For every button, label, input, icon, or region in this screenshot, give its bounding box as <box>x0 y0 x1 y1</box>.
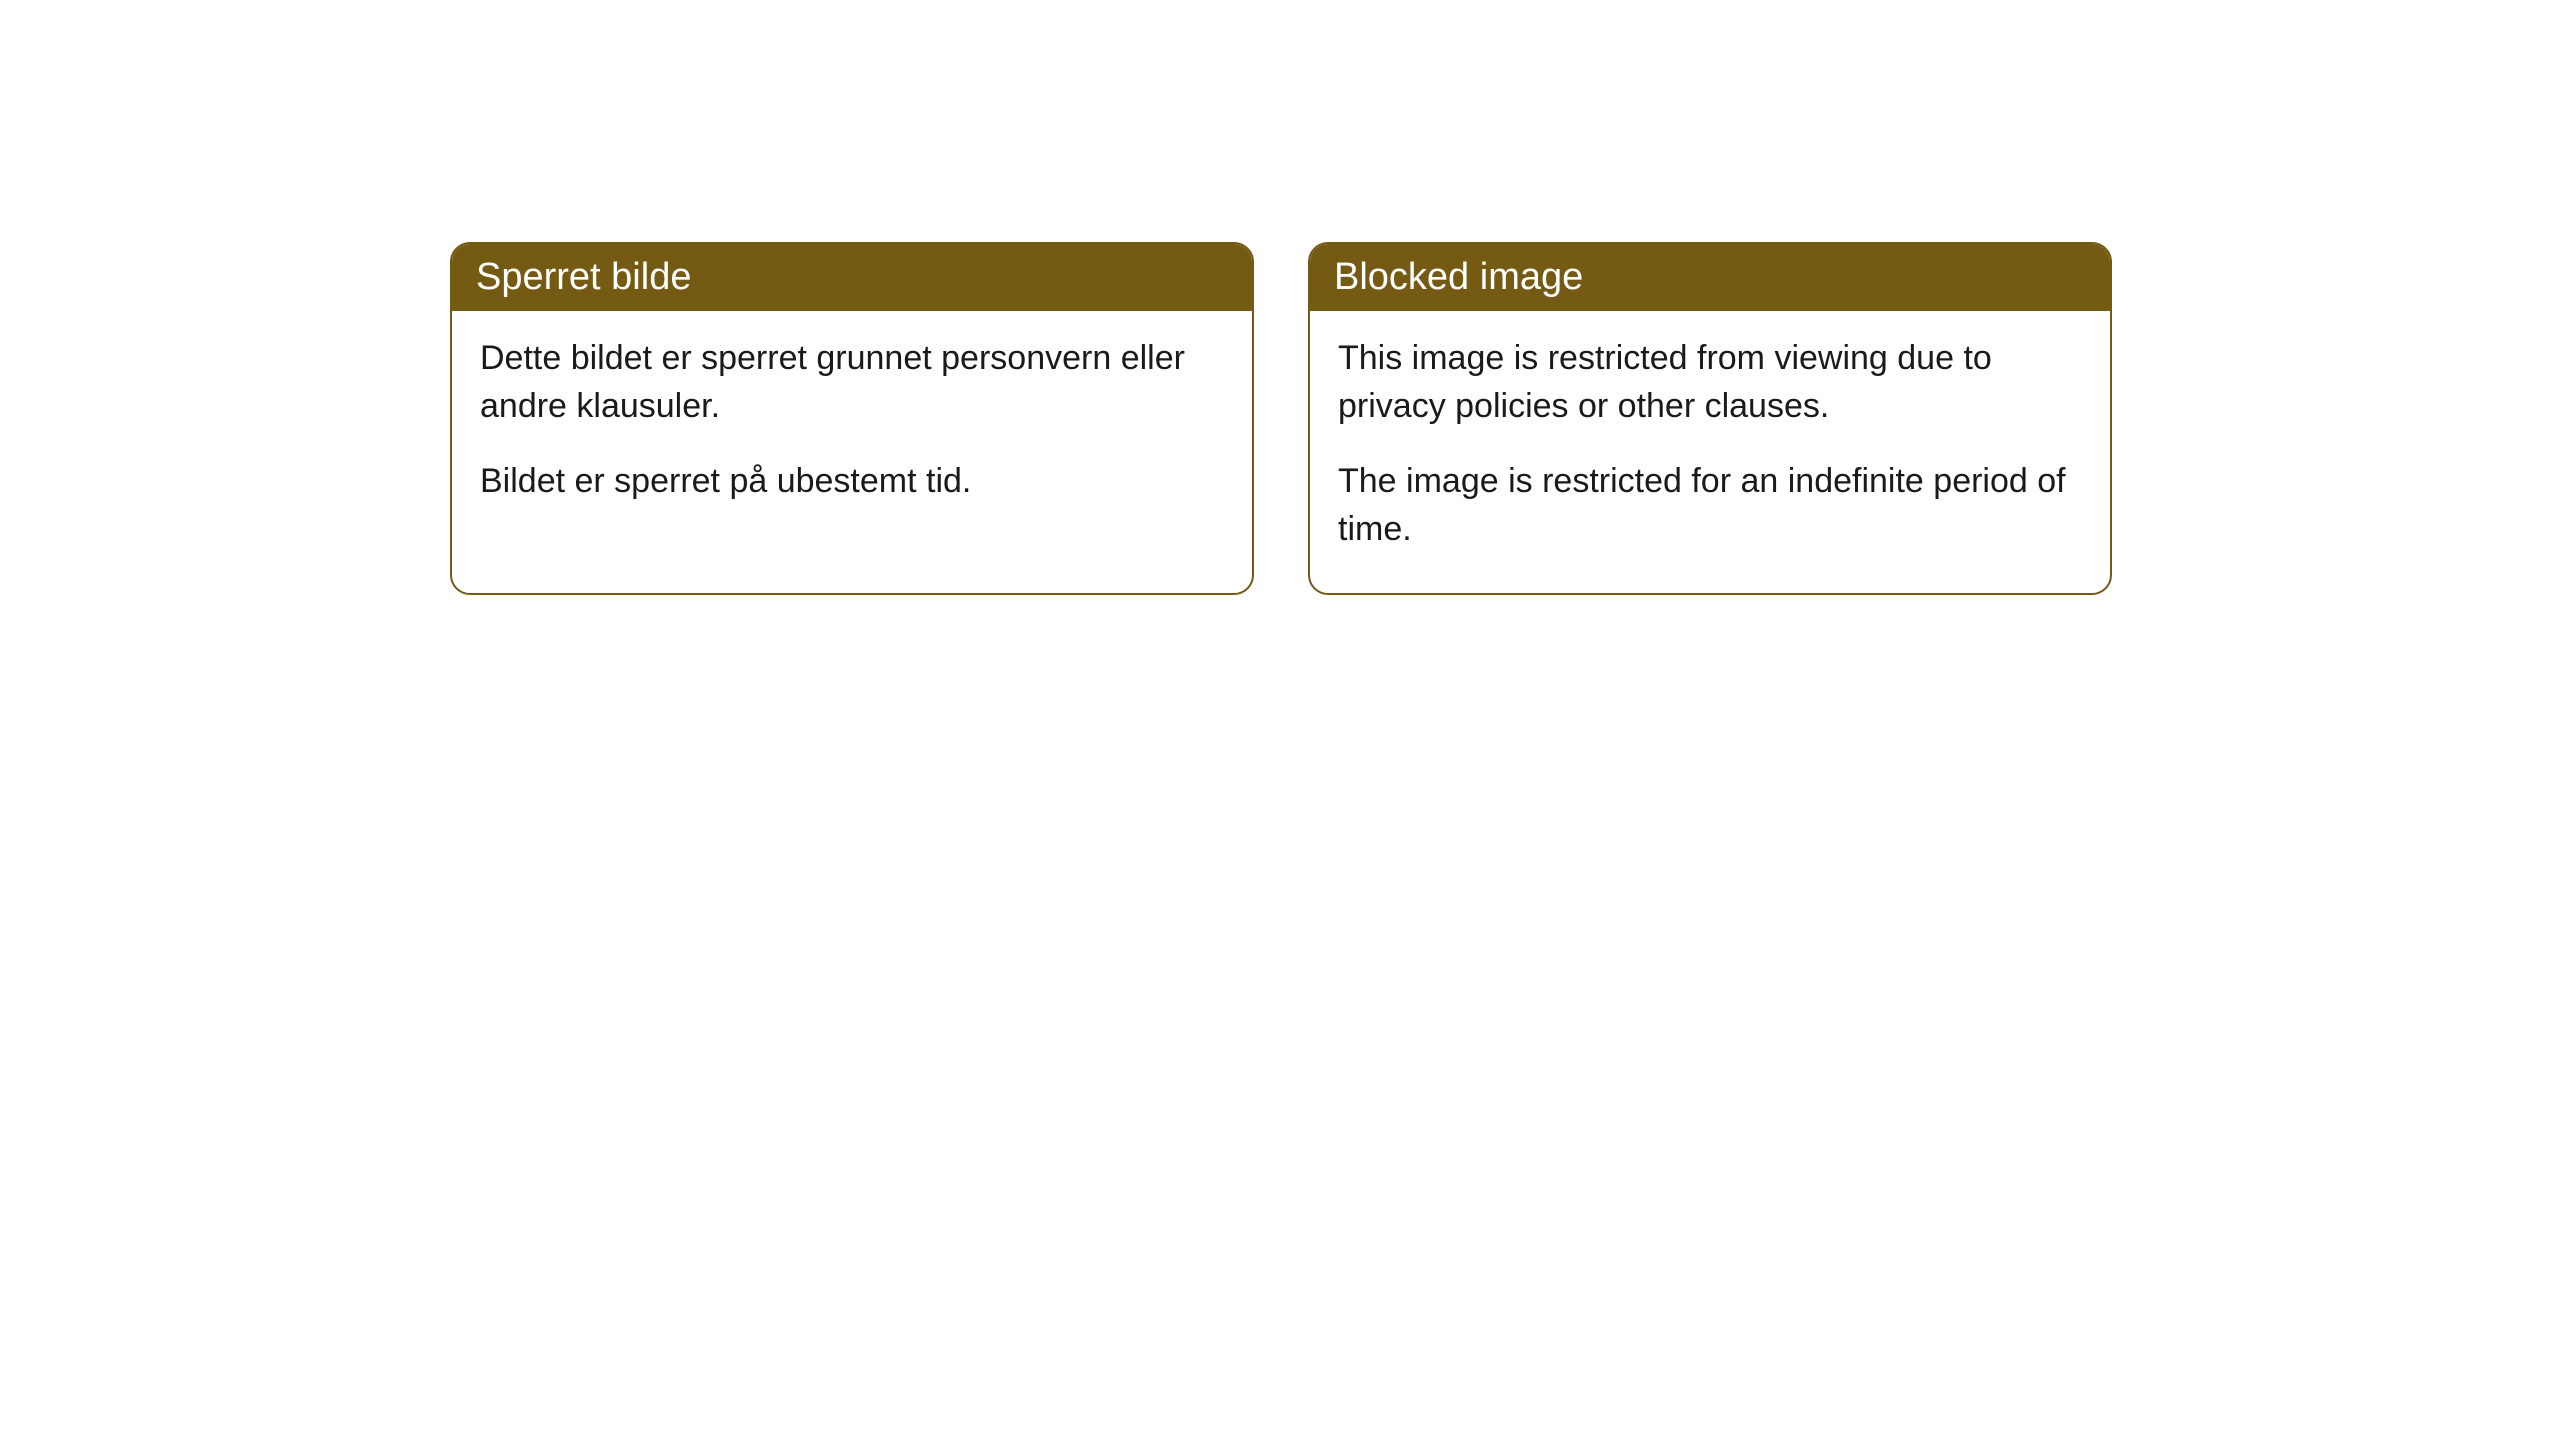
card-paragraph-1: This image is restricted from viewing du… <box>1338 335 2082 430</box>
card-header: Sperret bilde <box>452 244 1252 311</box>
card-paragraph-1: Dette bildet er sperret grunnet personve… <box>480 335 1224 430</box>
notice-cards-container: Sperret bilde Dette bildet er sperret gr… <box>450 242 2112 595</box>
card-paragraph-2: Bildet er sperret på ubestemt tid. <box>480 458 1224 506</box>
blocked-image-card-norwegian: Sperret bilde Dette bildet er sperret gr… <box>450 242 1254 595</box>
card-body: Dette bildet er sperret grunnet personve… <box>452 311 1252 546</box>
card-title: Sperret bilde <box>476 256 691 298</box>
card-title: Blocked image <box>1334 256 1583 298</box>
card-body: This image is restricted from viewing du… <box>1310 311 2110 593</box>
blocked-image-card-english: Blocked image This image is restricted f… <box>1308 242 2112 595</box>
card-header: Blocked image <box>1310 244 2110 311</box>
card-paragraph-2: The image is restricted for an indefinit… <box>1338 458 2082 553</box>
